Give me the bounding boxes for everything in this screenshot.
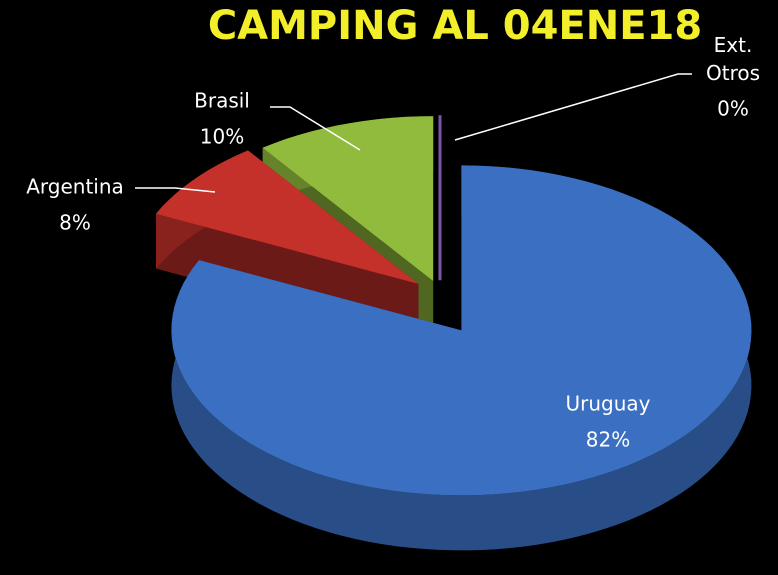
slice xyxy=(262,116,434,282)
slice xyxy=(156,150,419,284)
category-label: Uruguay xyxy=(566,392,651,416)
value-label: 82% xyxy=(586,428,630,452)
pie-tops xyxy=(156,115,752,496)
labels: Uruguay 82% Argentina 8% Brasil 10% Ext. Otros 0… xyxy=(26,33,760,452)
slice xyxy=(171,165,752,496)
category-label: Brasil xyxy=(194,89,250,113)
leader-line xyxy=(135,187,216,193)
leader-line xyxy=(270,106,361,151)
category-label: Ext. Otros xyxy=(706,33,760,85)
value-label: 8% xyxy=(59,211,91,235)
leader-line xyxy=(454,73,692,141)
value-label: 0% xyxy=(717,97,749,121)
value-label: 10% xyxy=(200,125,244,149)
category-label: Argentina xyxy=(26,175,124,199)
chart-title: CAMPING AL 04ENE18 xyxy=(208,3,702,49)
